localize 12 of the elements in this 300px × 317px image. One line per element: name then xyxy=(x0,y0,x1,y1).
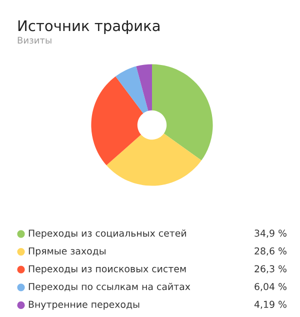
data-label: 4,19 % xyxy=(254,300,286,309)
legend-label: Прямые заходы xyxy=(28,248,106,256)
chart-title: Источник трафика xyxy=(18,20,160,34)
legend-label: Переходы из социальных сетей xyxy=(28,229,186,239)
legend-label: Переходы из поисковых систем xyxy=(28,265,186,274)
data-label: 34,9 % xyxy=(254,230,286,238)
legend-label: Внутренние переходы xyxy=(28,300,140,310)
data-label: 26,3 % xyxy=(254,265,286,274)
legend-label: Переходы по ссылкам на сайтах xyxy=(28,282,190,292)
data-label: 6,04 % xyxy=(254,282,286,292)
data-label: 28,6 % xyxy=(254,247,286,256)
chart-subtitle: Визиты xyxy=(18,36,52,44)
